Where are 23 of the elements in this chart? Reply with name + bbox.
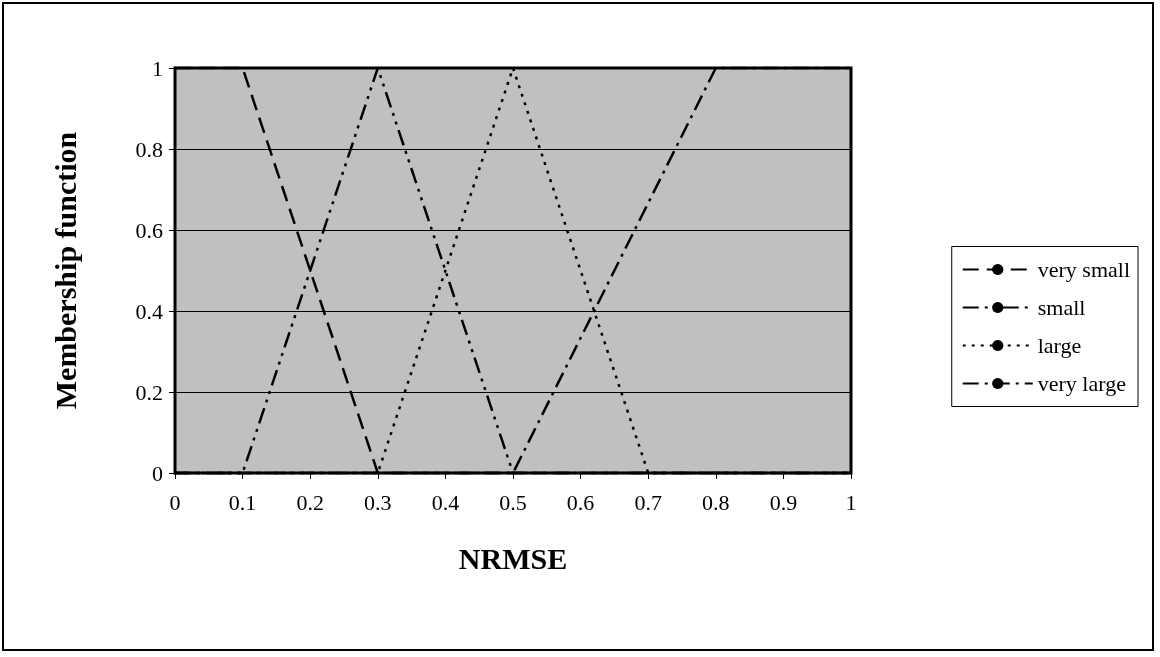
x-axis-title: NRMSE <box>458 541 568 575</box>
y-tick-label: 0.8 <box>135 136 163 162</box>
x-tick-label: 0.8 <box>702 489 730 515</box>
legend-label: small <box>1037 295 1086 320</box>
x-tick-label: 1 <box>845 489 857 515</box>
y-tick-label: 0.2 <box>135 379 163 405</box>
legend-label: very small <box>1037 257 1131 282</box>
y-tick-label: 1 <box>152 55 163 81</box>
x-tick-label: 0 <box>169 489 181 515</box>
x-tick-label: 0.6 <box>566 489 595 515</box>
y-axis-title: Membership function <box>48 131 82 410</box>
y-tick-label: 0.4 <box>135 298 163 324</box>
y-tick-label: 0.6 <box>135 217 163 243</box>
x-tick-label: 0.7 <box>634 489 662 515</box>
x-tick-label: 0.9 <box>769 489 798 515</box>
x-tick-label: 0.2 <box>296 489 324 515</box>
x-tick-label: 0.3 <box>364 489 392 515</box>
legend-label: large <box>1037 333 1082 358</box>
y-tick-label: 0 <box>152 460 163 486</box>
legend-label: very large <box>1037 371 1126 396</box>
x-tick-label: 0.5 <box>499 489 527 515</box>
x-tick-label: 0.1 <box>228 489 257 515</box>
x-tick-label: 0.4 <box>431 489 460 515</box>
